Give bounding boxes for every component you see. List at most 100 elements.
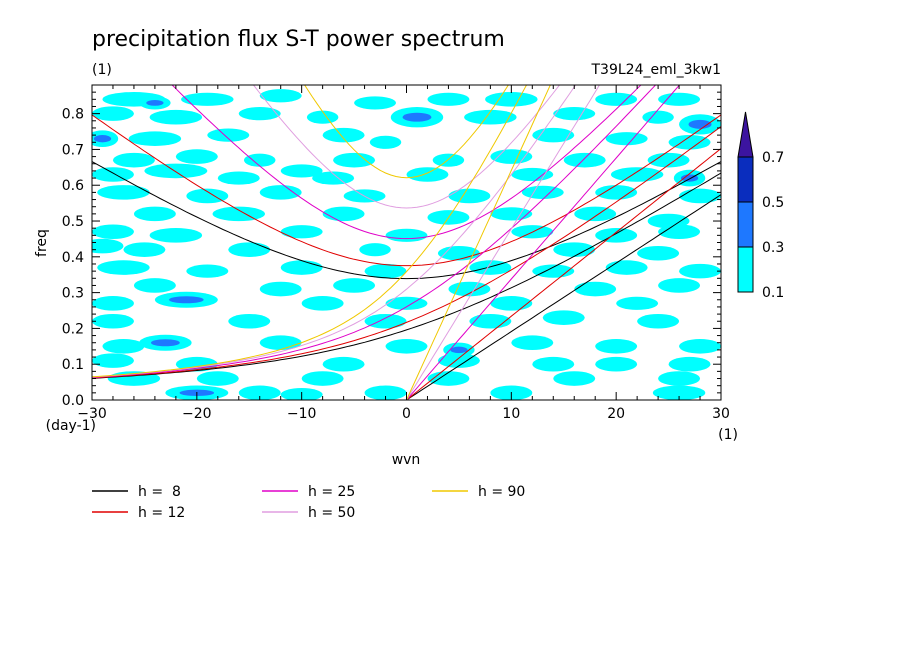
spectrum-patch bbox=[92, 313, 134, 329]
spectrum-patch bbox=[490, 296, 533, 311]
spectrum-patch-core bbox=[402, 112, 432, 122]
spectrum-patch bbox=[238, 107, 281, 121]
colorbar-label: 0.3 bbox=[762, 240, 784, 256]
kelvin-wave-curve bbox=[406, 85, 551, 400]
spectrum-patch bbox=[133, 278, 176, 293]
spectrum-patch bbox=[385, 228, 428, 242]
spectrum-patch bbox=[280, 260, 323, 275]
spectrum-patch bbox=[553, 371, 596, 386]
y-tick-label: 0.2 bbox=[62, 321, 84, 337]
spectrum-patch bbox=[605, 132, 648, 146]
spectrum-patch bbox=[574, 281, 617, 297]
spectrum-patch bbox=[212, 206, 265, 222]
colorbar-segment bbox=[737, 201, 754, 248]
legend-label: h = 12 bbox=[138, 505, 185, 521]
y-tick-label: 0.8 bbox=[62, 107, 84, 123]
spectrum-patch bbox=[92, 106, 134, 121]
colorbar: 0.1 0.3 0.5 0.7 bbox=[737, 111, 784, 301]
spectrum-patch bbox=[595, 92, 638, 106]
spectrum-patch bbox=[364, 313, 407, 329]
spectrum-patch bbox=[658, 371, 701, 386]
spectrum-patch bbox=[652, 385, 706, 400]
spectrum-patch bbox=[595, 228, 638, 243]
mrg-wave-curve bbox=[92, 85, 577, 378]
spectrum-patch bbox=[490, 207, 533, 221]
spectrum-patch bbox=[464, 109, 517, 125]
spectrum-patch-core bbox=[93, 135, 112, 143]
colorbar-segment bbox=[737, 246, 754, 293]
spectrum-patch bbox=[92, 353, 134, 368]
spectrum-patch bbox=[637, 245, 680, 261]
spectrum-patch bbox=[563, 152, 606, 168]
spectrum-patch bbox=[595, 185, 638, 200]
mrg-wave-curve bbox=[92, 85, 528, 378]
spectrum-patch bbox=[175, 149, 218, 164]
y-tick-label: 0.1 bbox=[62, 357, 84, 373]
spectrum-patch bbox=[144, 163, 208, 179]
spectrum-patch bbox=[102, 339, 145, 354]
chart-subtitle-right: T39L24_eml_3kw1 bbox=[591, 62, 722, 78]
spectrum-patch bbox=[112, 152, 155, 168]
spectrum-patch bbox=[301, 371, 344, 386]
spectrum-patch bbox=[97, 260, 150, 275]
spectrum-patch bbox=[364, 263, 407, 279]
spectrum-patch bbox=[181, 92, 234, 106]
spectrum-patch bbox=[128, 131, 182, 146]
spectrum-patch bbox=[542, 310, 585, 325]
kelvin-wave-curve bbox=[406, 85, 601, 400]
colorbar-segment bbox=[737, 156, 754, 203]
legend-label: h = 90 bbox=[478, 484, 525, 500]
colorbar-label: 0.7 bbox=[762, 150, 784, 166]
spectrum-patch bbox=[149, 109, 203, 125]
colorbar-label: 0.1 bbox=[762, 285, 784, 301]
kelvin-wave-curve bbox=[406, 85, 681, 400]
spectrum-patch bbox=[658, 224, 701, 240]
spectrum-patch-core bbox=[150, 339, 180, 347]
x-unit-label: (1) bbox=[718, 427, 738, 443]
spectrum-patch bbox=[333, 152, 376, 168]
chart-subtitle-left: (1) bbox=[92, 62, 112, 78]
spectrum-patch bbox=[92, 167, 134, 182]
spectrum-patch bbox=[595, 356, 638, 372]
spectrum-patch bbox=[658, 278, 701, 293]
spectrum-patch bbox=[259, 89, 302, 103]
spectrum-patch bbox=[448, 188, 491, 204]
x-tick-label: −30 bbox=[77, 406, 107, 422]
mrg-wave-curve bbox=[92, 172, 721, 379]
spectrum-patch bbox=[679, 339, 721, 354]
y-unit-label: (day-1) bbox=[46, 418, 96, 434]
spectrum-patch bbox=[485, 92, 538, 107]
spectrum-patch bbox=[637, 313, 680, 329]
x-tick-label: −10 bbox=[287, 406, 317, 422]
spectrum-patch-core bbox=[450, 346, 468, 354]
spectrum-patch bbox=[553, 107, 596, 121]
spectrum-patch bbox=[207, 128, 250, 142]
y-tick-label: 0.7 bbox=[62, 142, 84, 158]
x-tick-label: 10 bbox=[502, 406, 520, 422]
colorbar-extend-arrow bbox=[737, 111, 754, 158]
spectrum-patch bbox=[217, 171, 260, 185]
spectrum-patch bbox=[574, 206, 617, 222]
spectrum-patch bbox=[244, 153, 276, 167]
spectrum-patch bbox=[306, 110, 339, 124]
spectrum-patch bbox=[301, 296, 344, 311]
spectrum-patch bbox=[133, 206, 176, 222]
legend-label: h = 8 bbox=[138, 484, 181, 500]
spectrum-patch bbox=[511, 335, 554, 351]
spectrum-patch bbox=[149, 228, 203, 243]
spectrum-patch bbox=[679, 263, 721, 279]
colorbar-label: 0.5 bbox=[762, 195, 784, 211]
spectrum-patch bbox=[432, 153, 465, 167]
spectrum-patch bbox=[595, 339, 638, 354]
spectrum-patch bbox=[280, 164, 323, 178]
mrg-wave-curve bbox=[92, 85, 657, 378]
spectrum-patch bbox=[322, 356, 365, 372]
spectrum-patch bbox=[616, 296, 659, 310]
gravity-wave-curve bbox=[92, 114, 721, 267]
spectrum-patch bbox=[92, 296, 134, 311]
y-axis-label: freq bbox=[34, 229, 50, 257]
spectrum-patch bbox=[354, 96, 397, 110]
y-tick-label: 0.0 bbox=[62, 393, 84, 409]
spectrum-patch bbox=[647, 152, 690, 168]
